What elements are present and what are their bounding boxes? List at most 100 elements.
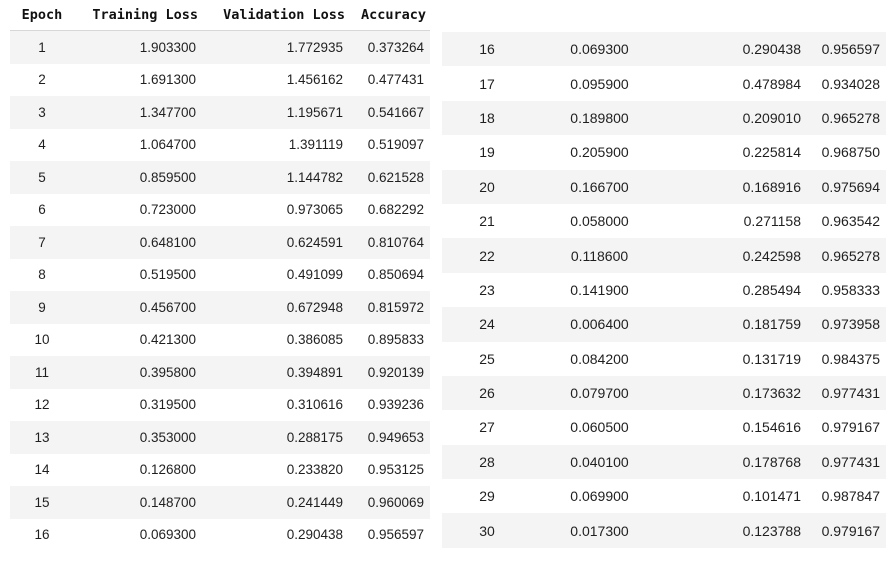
table-cell: 0.956597 (821, 41, 880, 58)
table-row: 6 0.723000 0.973065 0.682292 (10, 193, 430, 226)
table-cell: 6 (38, 202, 46, 218)
table-cell: 4 (38, 137, 46, 153)
table-cell: 0.987847 (821, 488, 880, 505)
table-row: 8 0.519500 0.491099 0.850694 (10, 258, 430, 291)
table-cell: 0.984375 (821, 350, 880, 367)
table-cell: 16 (479, 41, 495, 58)
table-cell: 0.949653 (367, 429, 424, 445)
table-cell: 0.373264 (367, 39, 424, 55)
table-cell: 0.017300 (570, 522, 629, 539)
table-cell: 0.939236 (367, 397, 424, 413)
table-cell: 0.101471 (742, 488, 801, 505)
column-header: Epoch (10, 0, 74, 31)
table-cell: 0.095900 (570, 75, 629, 92)
table-cell: 0.968750 (821, 144, 880, 161)
table-cell: 1 (38, 39, 46, 55)
table-cell: 0.178768 (742, 453, 801, 470)
table-cell: 19 (479, 144, 495, 161)
metrics-table-right: 16 0.069300 0.290438 0.956597 17 0.095900 0.47… (442, 32, 886, 548)
table-row: 16 0.069300 0.290438 0.956597 (442, 32, 886, 67)
table-cell: 0.241449 (286, 494, 343, 510)
table-cell: 9 (38, 299, 46, 315)
table-cell: 0.953125 (367, 462, 424, 478)
table-row: 21 0.058000 0.271158 0.963542 (442, 203, 886, 239)
table-cell: 0.958333 (821, 281, 880, 298)
table-cell: 0.058000 (570, 213, 629, 230)
table-cell: 0.960069 (367, 494, 424, 510)
table-cell: 0.859500 (139, 169, 196, 185)
table-cell: 0.006400 (570, 316, 629, 333)
table-cell: 0.285494 (742, 281, 801, 298)
table-cell: 25 (479, 350, 495, 367)
table-row: 22 0.118600 0.242598 0.965278 (442, 238, 886, 273)
table-cell: 0.225814 (742, 144, 801, 161)
table-cell: 7 (38, 234, 46, 250)
table-cell: 27 (479, 419, 495, 436)
table-cell: 0.189800 (570, 109, 629, 126)
table-row: 10 0.421300 0.386085 0.895833 (10, 323, 430, 356)
table-cell: 0.934028 (821, 75, 880, 92)
table-row: 15 0.148700 0.241449 0.960069 (10, 486, 430, 519)
table-cell: 1.144782 (286, 169, 343, 185)
table-cell: 0.682292 (367, 202, 424, 218)
column-header: Training Loss (74, 0, 202, 31)
table-cell: 0.209010 (742, 109, 801, 126)
table-cell: 21 (479, 213, 495, 230)
table-cell: 0.353000 (139, 429, 196, 445)
table-row: 3 1.347700 1.195671 0.541667 (10, 96, 430, 129)
table-cell: 20 (479, 178, 495, 195)
table-row: 29 0.069900 0.101471 0.987847 (442, 479, 886, 514)
table-cell: 1.456162 (286, 72, 343, 88)
table-cell: 0.123788 (742, 522, 801, 539)
table-row: 30 0.017300 0.123788 0.979167 (442, 513, 886, 548)
table-cell: 1.772935 (286, 39, 343, 55)
table-cell: 0.810764 (367, 234, 424, 250)
table-row: 5 0.859500 1.144782 0.621528 (10, 161, 430, 194)
table-cell: 0.386085 (286, 332, 343, 348)
table-cell: 0.310616 (286, 397, 343, 413)
table-body-left: 1 1.903300 1.772935 0.373264 2 1.691300 1.4561… (10, 30, 430, 551)
table-row: 11 0.395800 0.394891 0.920139 (10, 356, 430, 389)
table-cell: 0.965278 (821, 247, 880, 264)
table-cell: 0.920139 (367, 364, 424, 380)
table-cell: 0.963542 (821, 213, 880, 230)
table-cell: 0.491099 (286, 267, 343, 283)
table-cell: 0.456700 (139, 299, 196, 315)
table-cell: 0.148700 (139, 494, 196, 510)
table-cell: 0.977431 (821, 385, 880, 402)
table-cell: 14 (34, 462, 50, 478)
table-row: 28 0.040100 0.178768 0.977431 (442, 444, 886, 480)
table-cell: 0.648100 (139, 234, 196, 250)
table-cell: 0.394891 (286, 364, 343, 380)
table-row: 27 0.060500 0.154616 0.979167 (442, 410, 886, 445)
table-cell: 0.723000 (139, 202, 196, 218)
table-cell: 24 (479, 316, 495, 333)
table-row: 9 0.456700 0.672948 0.815972 (10, 291, 430, 324)
table-row: 20 0.166700 0.168916 0.975694 (442, 169, 886, 204)
table-cell: 0.271158 (743, 213, 801, 230)
table-cell: 0.181759 (742, 316, 801, 333)
table-cell: 0.154616 (742, 419, 801, 436)
table-cell: 0.131719 (742, 350, 801, 367)
table-cell: 0.233820 (286, 462, 343, 478)
table-cell: 10 (34, 332, 50, 348)
table-cell: 5 (38, 169, 46, 185)
table-cell: 1.391119 (288, 137, 343, 153)
table-cell: 0.060500 (570, 419, 629, 436)
table-cell: 0.815972 (367, 299, 424, 315)
table-cell: 0.118600 (570, 247, 629, 264)
table-cell: 16 (34, 527, 50, 543)
table-row: 25 0.084200 0.131719 0.984375 (442, 341, 886, 376)
table-cell: 0.975694 (821, 178, 880, 195)
table-cell: 0.977431 (821, 453, 880, 470)
column-header: Validation Loss (202, 0, 349, 31)
table-cell: 22 (479, 247, 495, 264)
table-cell: 0.973065 (286, 202, 343, 218)
table-row: 16 0.069300 0.290438 0.956597 (10, 518, 430, 551)
table-cell: 0.040100 (570, 453, 629, 470)
table-cell: 23 (479, 281, 495, 298)
table-cell: 0.126800 (139, 462, 196, 478)
table-cell: 0.421300 (139, 332, 196, 348)
table-cell: 11 (34, 364, 49, 380)
table-cell: 0.069300 (570, 41, 629, 58)
